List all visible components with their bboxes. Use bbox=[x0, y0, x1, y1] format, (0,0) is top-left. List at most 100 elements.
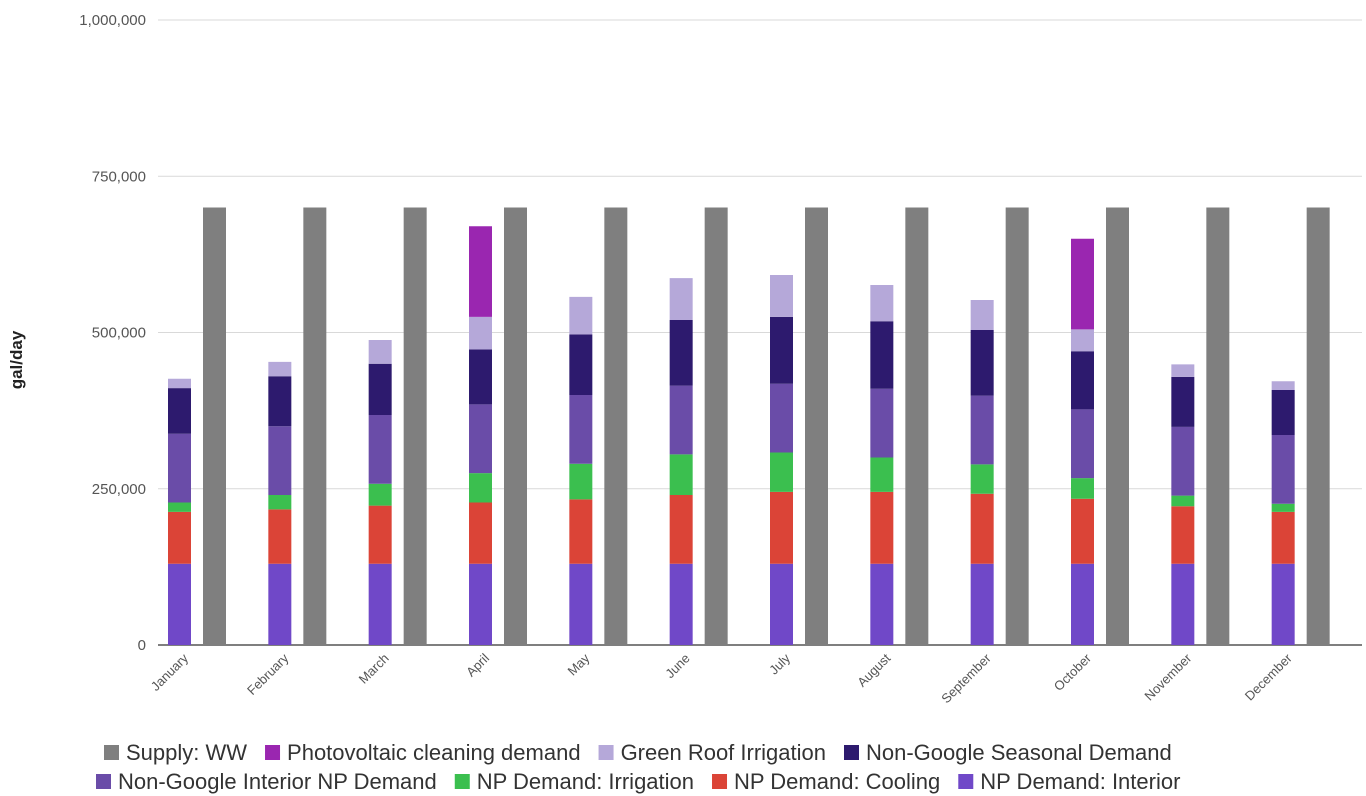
bar-segment bbox=[770, 317, 793, 384]
supply-bar bbox=[404, 208, 427, 646]
y-tick-label: 750,000 bbox=[92, 168, 146, 185]
y-tick-label: 1,000,000 bbox=[79, 12, 146, 29]
bar-segment bbox=[469, 226, 492, 317]
bar-segment bbox=[1071, 239, 1094, 330]
bar-segment bbox=[469, 404, 492, 473]
legend-swatch bbox=[455, 774, 470, 789]
bar-segment bbox=[770, 275, 793, 317]
bar-segment bbox=[1171, 496, 1194, 507]
x-tick-label: October bbox=[1051, 650, 1095, 694]
bar-segment bbox=[870, 321, 893, 389]
bar-segment bbox=[1272, 390, 1295, 435]
bar-segment bbox=[369, 506, 392, 564]
bar-segment bbox=[1071, 351, 1094, 409]
bar-segment bbox=[670, 386, 693, 455]
supply-bar bbox=[1307, 208, 1330, 646]
supply-bar bbox=[303, 208, 326, 646]
supply-bar bbox=[905, 208, 928, 646]
bar-segment bbox=[770, 564, 793, 645]
bar-segment bbox=[870, 285, 893, 321]
x-tick-label: September bbox=[938, 650, 994, 706]
x-tick-label: March bbox=[356, 651, 392, 687]
bar-segment bbox=[168, 503, 191, 512]
bar-segment bbox=[268, 426, 291, 495]
bar-segment bbox=[870, 492, 893, 564]
bar-segment bbox=[670, 495, 693, 564]
legend-label: Green Roof Irrigation bbox=[621, 740, 826, 765]
bar-segment bbox=[1071, 409, 1094, 478]
supply-bar bbox=[1106, 208, 1129, 646]
x-tick-label: June bbox=[662, 651, 693, 682]
bar-segment bbox=[168, 388, 191, 434]
bar-segment bbox=[268, 564, 291, 645]
bar-segment bbox=[168, 379, 191, 388]
bar-segment bbox=[870, 389, 893, 458]
legend-label: NP Demand: Interior bbox=[980, 769, 1180, 794]
legend-label: Non-Google Seasonal Demand bbox=[866, 740, 1172, 765]
bar-segment bbox=[268, 509, 291, 563]
legend-label: Photovoltaic cleaning demand bbox=[287, 740, 581, 765]
legend-swatch bbox=[599, 745, 614, 760]
bar-segment bbox=[268, 495, 291, 509]
bar-segment bbox=[1071, 329, 1094, 351]
bar-segment bbox=[469, 503, 492, 564]
bar-segment bbox=[569, 334, 592, 395]
legend-label: Non-Google Interior NP Demand bbox=[118, 769, 437, 794]
bar-segment bbox=[1171, 427, 1194, 496]
bar-segment bbox=[168, 434, 191, 503]
bar-segment bbox=[469, 564, 492, 645]
bar-segment bbox=[670, 320, 693, 386]
legend-swatch bbox=[104, 745, 119, 760]
bar-segment bbox=[168, 512, 191, 564]
x-tick-label: February bbox=[244, 650, 292, 698]
bar-segment bbox=[1071, 478, 1094, 499]
bar-segment bbox=[168, 564, 191, 645]
bar-segment bbox=[670, 278, 693, 320]
bar-segment bbox=[469, 473, 492, 502]
bar-segment bbox=[369, 415, 392, 484]
x-tick-label: January bbox=[148, 650, 192, 694]
x-tick-label: May bbox=[564, 650, 592, 678]
bar-segment bbox=[569, 297, 592, 335]
supply-bar bbox=[1206, 208, 1229, 646]
y-tick-label: 250,000 bbox=[92, 481, 146, 498]
legend-label: NP Demand: Cooling bbox=[734, 769, 940, 794]
y-tick-label: 500,000 bbox=[92, 325, 146, 342]
bar-segment bbox=[369, 340, 392, 364]
y-axis-ticks: 0 250,000 500,000 750,000 1,000,000 bbox=[79, 12, 146, 654]
y-tick-label: 0 bbox=[138, 637, 146, 654]
legend-label: Supply: WW bbox=[126, 740, 247, 765]
bar-segment bbox=[268, 376, 291, 426]
bars bbox=[168, 208, 1330, 646]
bar-segment bbox=[1171, 377, 1194, 427]
x-tick-label: July bbox=[766, 650, 793, 677]
bar-segment bbox=[569, 499, 592, 563]
legend-swatch bbox=[712, 774, 727, 789]
legend-swatch bbox=[844, 745, 859, 760]
bar-segment bbox=[971, 564, 994, 645]
x-axis-ticks: January February March April May June July Augu… bbox=[148, 650, 1295, 706]
x-tick-label: August bbox=[854, 650, 893, 689]
bar-segment bbox=[1171, 364, 1194, 377]
x-tick-label: November bbox=[1141, 650, 1194, 703]
bar-segment bbox=[569, 564, 592, 645]
bar-segment bbox=[1272, 435, 1295, 504]
legend: Supply: WW Photovoltaic cleaning demand Gr… bbox=[96, 740, 1180, 794]
bar-segment bbox=[870, 564, 893, 645]
bar-segment bbox=[1171, 564, 1194, 645]
x-tick-label: December bbox=[1242, 650, 1295, 703]
bar-segment bbox=[971, 396, 994, 465]
bar-segment bbox=[469, 317, 492, 350]
bar-segment bbox=[971, 494, 994, 564]
bar-segment bbox=[1171, 506, 1194, 564]
bar-segment bbox=[1272, 512, 1295, 564]
bar-segment bbox=[268, 362, 291, 376]
bar-segment bbox=[1272, 564, 1295, 645]
bar-segment bbox=[971, 300, 994, 330]
supply-bar bbox=[203, 208, 226, 646]
bar-segment bbox=[971, 464, 994, 493]
legend-swatch bbox=[958, 774, 973, 789]
bar-segment bbox=[569, 464, 592, 500]
bar-segment bbox=[770, 384, 793, 453]
